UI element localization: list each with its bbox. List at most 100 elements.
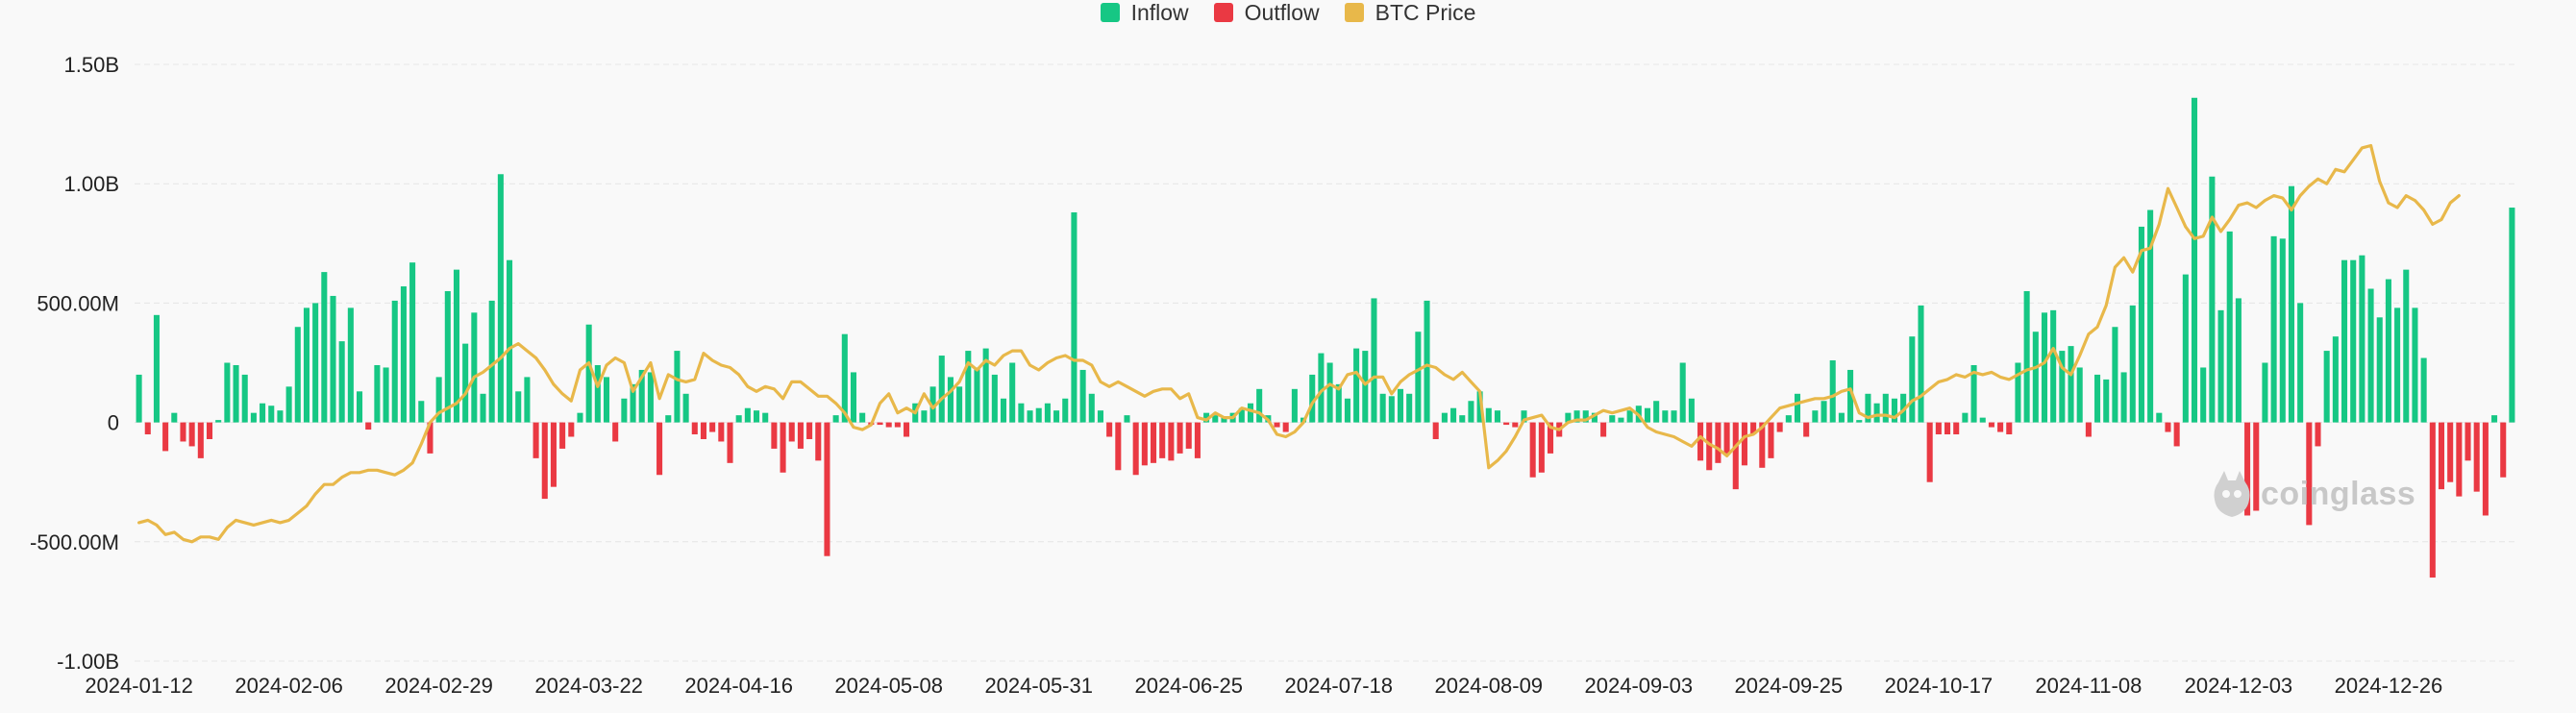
outflow-bar[interactable] [2438, 422, 2445, 490]
inflow-bar[interactable] [1441, 412, 1448, 423]
inflow-bar[interactable] [1626, 410, 1633, 423]
outflow-bar[interactable] [550, 422, 557, 487]
inflow-bar[interactable] [497, 174, 504, 423]
outflow-bar[interactable] [2306, 422, 2313, 526]
inflow-bar[interactable] [1979, 417, 1986, 423]
outflow-bar[interactable] [2482, 422, 2489, 516]
outflow-bar[interactable] [1538, 422, 1545, 473]
outflow-bar[interactable] [1274, 422, 1280, 428]
inflow-bar[interactable] [1221, 417, 1227, 423]
inflow-bar[interactable] [1379, 393, 1386, 423]
outflow-bar[interactable] [771, 422, 778, 449]
inflow-bar[interactable] [1344, 398, 1350, 423]
inflow-bar[interactable] [2403, 269, 2410, 423]
inflow-bar[interactable] [462, 343, 469, 423]
inflow-bar[interactable] [859, 412, 866, 423]
inflow-bar[interactable] [1918, 305, 1924, 423]
inflow-bar[interactable] [841, 333, 848, 423]
inflow-bar[interactable] [480, 393, 486, 423]
outflow-bar[interactable] [2006, 422, 2013, 435]
inflow-bar[interactable] [754, 410, 760, 423]
outflow-bar[interactable] [806, 422, 813, 439]
inflow-bar[interactable] [383, 367, 389, 423]
inflow-bar[interactable] [2235, 298, 2242, 423]
outflow-bar[interactable] [559, 422, 566, 449]
inflow-bar[interactable] [1247, 403, 1254, 423]
inflow-bar[interactable] [1459, 415, 1466, 423]
inflow-bar[interactable] [1062, 398, 1069, 423]
outflow-bar[interactable] [427, 422, 433, 454]
inflow-bar[interactable] [603, 377, 610, 423]
inflow-bar[interactable] [929, 386, 936, 423]
inflow-bar[interactable] [1335, 383, 1342, 423]
outflow-bar[interactable] [162, 422, 169, 452]
inflow-bar[interactable] [1326, 362, 1333, 423]
inflow-bar[interactable] [1397, 388, 1404, 423]
inflow-bar[interactable] [2509, 208, 2515, 423]
inflow-bar[interactable] [1679, 362, 1686, 423]
inflow-bar[interactable] [1847, 369, 1854, 423]
inflow-bar[interactable] [1362, 351, 1369, 423]
outflow-bar[interactable] [206, 422, 213, 439]
outflow-bar[interactable] [718, 422, 725, 442]
inflow-bar[interactable] [330, 295, 336, 423]
inflow-bar[interactable] [215, 420, 222, 423]
inflow-bar[interactable] [1309, 374, 1316, 423]
outflow-bar[interactable] [1944, 422, 1951, 435]
inflow-bar[interactable] [515, 391, 522, 423]
outflow-bar[interactable] [2244, 422, 2251, 516]
inflow-bar[interactable] [2376, 317, 2383, 423]
outflow-bar[interactable] [2253, 422, 2260, 511]
inflow-bar[interactable] [1829, 360, 1836, 423]
outflow-bar[interactable] [1159, 422, 1166, 458]
inflow-bar[interactable] [2359, 255, 2365, 423]
inflow-bar[interactable] [1203, 412, 1210, 423]
inflow-bar[interactable] [2050, 309, 2057, 423]
inflow-bar[interactable] [1424, 300, 1430, 423]
inflow-bar[interactable] [2288, 185, 2294, 423]
inflow-bar[interactable] [594, 364, 601, 423]
inflow-bar[interactable] [2350, 259, 2357, 423]
inflow-bar[interactable] [2323, 351, 2330, 423]
inflow-bar[interactable] [2138, 226, 2144, 423]
outflow-bar[interactable] [1503, 422, 1510, 426]
inflow-bar[interactable] [241, 374, 248, 423]
outflow-bar[interactable] [1935, 422, 1942, 435]
inflow-bar[interactable] [303, 307, 310, 423]
outflow-bar[interactable] [1741, 422, 1747, 466]
inflow-bar[interactable] [991, 374, 998, 423]
inflow-bar[interactable] [347, 307, 354, 423]
outflow-bar[interactable] [1953, 422, 1960, 435]
inflow-bar[interactable] [674, 351, 681, 423]
inflow-bar[interactable] [1388, 396, 1395, 423]
outflow-bar[interactable] [780, 422, 786, 473]
outflow-bar[interactable] [1997, 422, 2004, 432]
outflow-bar[interactable] [541, 422, 548, 500]
inflow-bar[interactable] [2279, 238, 2286, 423]
inflow-bar[interactable] [1573, 410, 1580, 423]
inflow-bar[interactable] [507, 259, 513, 423]
inflow-bar[interactable] [682, 393, 689, 423]
inflow-bar[interactable] [435, 377, 442, 423]
outflow-bar[interactable] [1706, 422, 1713, 471]
inflow-bar[interactable] [1671, 410, 1677, 423]
inflow-bar[interactable] [1900, 393, 1907, 423]
inflow-bar[interactable] [1856, 420, 1863, 423]
inflow-bar[interactable] [2032, 332, 2039, 423]
outflow-bar[interactable] [2447, 422, 2454, 482]
inflow-bar[interactable] [1468, 401, 1474, 423]
outflow-bar[interactable] [1759, 422, 1766, 468]
inflow-bar[interactable] [1891, 398, 1897, 423]
inflow-bar[interactable] [2094, 374, 2101, 423]
inflow-bar[interactable] [2182, 274, 2189, 423]
inflow-bar[interactable] [2385, 279, 2391, 423]
inflow-bar[interactable] [312, 303, 319, 423]
inflow-bar[interactable] [1291, 388, 1298, 423]
inflow-bar[interactable] [1000, 398, 1007, 423]
inflow-bar[interactable] [735, 415, 742, 423]
inflow-bar[interactable] [2191, 97, 2198, 423]
inflow-bar[interactable] [2394, 307, 2401, 423]
outflow-bar[interactable] [656, 422, 663, 476]
inflow-bar[interactable] [250, 412, 257, 423]
